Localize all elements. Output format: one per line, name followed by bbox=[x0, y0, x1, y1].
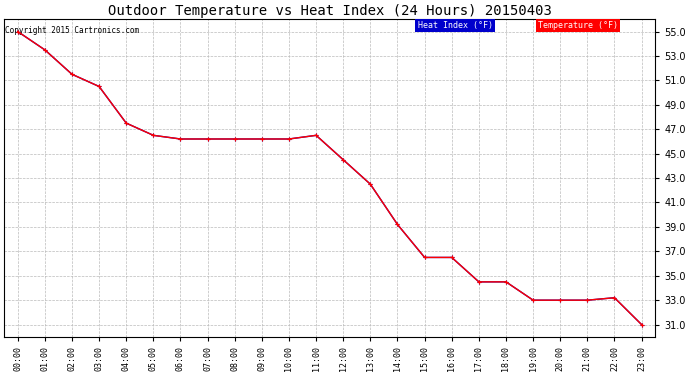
Title: Outdoor Temperature vs Heat Index (24 Hours) 20150403: Outdoor Temperature vs Heat Index (24 Ho… bbox=[108, 4, 551, 18]
Text: Copyright 2015 Cartronics.com: Copyright 2015 Cartronics.com bbox=[6, 26, 139, 34]
Text: Temperature (°F): Temperature (°F) bbox=[538, 21, 618, 30]
Text: Heat Index (°F): Heat Index (°F) bbox=[417, 21, 493, 30]
